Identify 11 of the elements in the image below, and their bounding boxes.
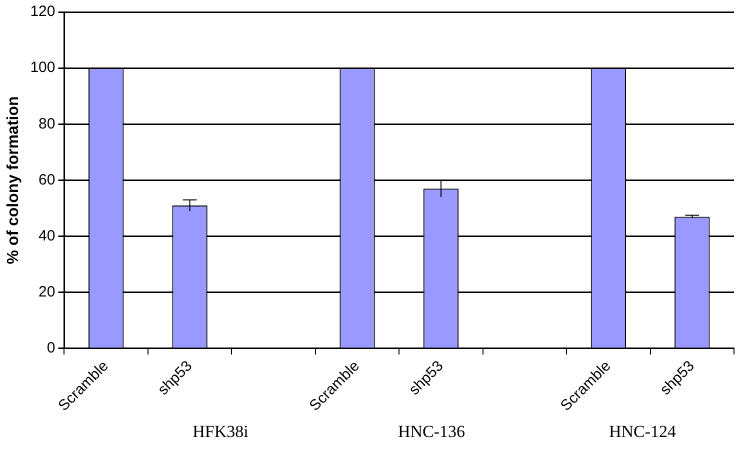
- y-tick-label: 80: [38, 115, 56, 132]
- text: HFK38i: [192, 422, 250, 442]
- y-tick-label: 0: [46, 340, 56, 357]
- y-axis-title: % of colony formation: [5, 96, 22, 264]
- y-tick-label: 60: [38, 171, 56, 188]
- text: HNC-136: [396, 422, 466, 442]
- y-tick-label: 40: [38, 227, 56, 244]
- y-tick-label: 100: [30, 59, 56, 76]
- text: HNC-124: [608, 422, 678, 442]
- y-tick-label: 120: [30, 3, 56, 20]
- y-tick-label: 20: [38, 284, 56, 301]
